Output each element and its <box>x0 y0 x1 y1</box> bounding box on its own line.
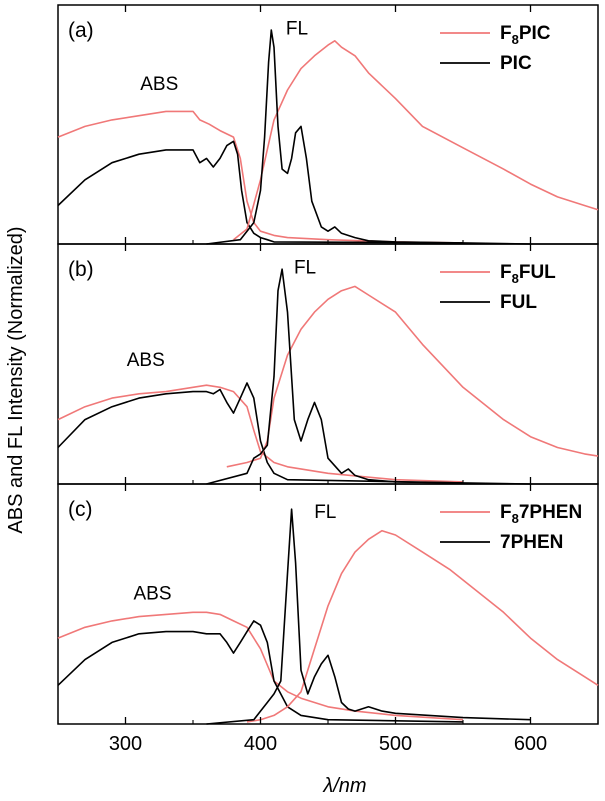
panel-label-2: (b) <box>68 258 94 281</box>
legend-entry-3-1: F87PHEN <box>500 502 582 526</box>
x-tick-label-1: 300 <box>109 733 142 755</box>
legend-entry-2-1: F8FUL <box>500 262 556 286</box>
series-line-1-2 <box>57 140 464 244</box>
series-line-1-4 <box>206 29 531 245</box>
panels: (a) ABS FL F8PIC PIC (b) ABS FL F8FUL FUL (c) ABS FL… <box>57 4 599 755</box>
series-line-3-4 <box>206 508 531 725</box>
series-line-1-1 <box>57 110 464 244</box>
series-line-2-1 <box>57 384 464 483</box>
legend-entry-1-2: PIC <box>500 53 532 74</box>
panel-3: (c) ABS FL F87PHEN 7PHEN 300 400 500 600 <box>57 483 599 755</box>
series-line-2-2 <box>57 382 464 484</box>
x-tick-label-2: 400 <box>244 733 277 755</box>
x-tick-label-3: 500 <box>379 733 412 755</box>
panel-label-1: (a) <box>68 19 94 42</box>
annotation-3-2: FL <box>314 502 336 523</box>
series-line-3-1 <box>57 611 464 721</box>
legend-entry-3-2: 7PHEN <box>500 532 563 553</box>
legend-entry-2-2: FUL <box>500 292 537 313</box>
annotation-2-2: FL <box>294 257 316 278</box>
series-line-1-3 <box>233 39 599 241</box>
x-axis-title: λ/nm <box>322 775 366 797</box>
annotation-1-2: FL <box>286 18 308 39</box>
legend-entry-1-1: F8PIC <box>500 23 551 47</box>
x-tick-label-4: 600 <box>514 733 547 755</box>
series-line-3-2 <box>57 620 464 723</box>
series-line-3-3 <box>246 529 599 723</box>
annotation-3-1: ABS <box>133 583 171 604</box>
annotation-2-1: ABS <box>127 350 165 371</box>
series-line-2-4 <box>206 268 531 485</box>
annotation-1-1: ABS <box>140 74 178 95</box>
panel-label-3: (c) <box>68 498 93 521</box>
y-axis-title: ABS and FL Intensity (Normalized) <box>5 226 27 533</box>
